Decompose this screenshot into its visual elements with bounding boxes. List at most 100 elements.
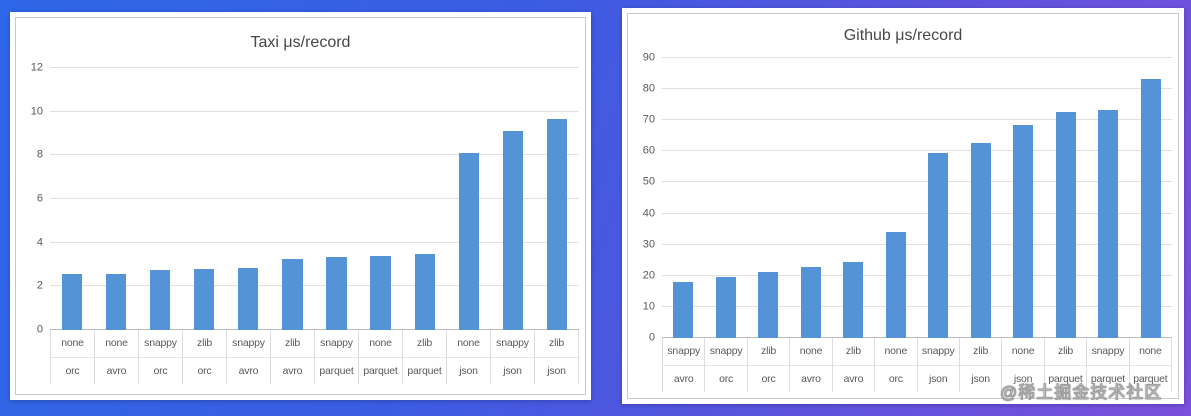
bar [715, 277, 736, 338]
bar-slot [1087, 58, 1130, 338]
bar [282, 259, 303, 330]
bar-slot [535, 68, 579, 330]
x-category-cell: none orc [50, 330, 95, 384]
x-label-format: avro [106, 364, 127, 377]
gridline [662, 243, 1172, 245]
x-label-format: avro [673, 372, 694, 385]
github-x-axis-spacer [628, 338, 662, 392]
x-label-compression: zlib [747, 338, 790, 366]
bar [546, 119, 568, 330]
x-category-cell: snappy json [491, 330, 535, 384]
bar [928, 153, 949, 338]
x-category-cell: zlib orc [183, 330, 227, 384]
y-tick-label: 70 [642, 113, 655, 126]
bar [414, 253, 435, 330]
bar-slot [1130, 58, 1173, 338]
bar-series [50, 68, 579, 330]
x-label-compression: zlib [403, 330, 446, 358]
x-category-cell: none parquet [359, 330, 403, 384]
x-label-compression: zlib [535, 330, 578, 358]
bar-slot [403, 68, 447, 330]
gridline [50, 67, 579, 68]
x-label-format: orc [153, 364, 168, 377]
bar-slot [138, 68, 182, 330]
y-tick-label: 90 [642, 51, 655, 64]
gridline [662, 274, 1172, 276]
bar-slot [875, 58, 918, 338]
github-x-axis: snappy avro snappy orc zlib orc none avro zlib av… [628, 338, 1178, 392]
github-y-axis: 0 10 20 30 40 50 60 70 80 90 [628, 52, 662, 343]
bar-slot [491, 68, 535, 330]
y-tick-label: 10 [30, 105, 43, 118]
bar [1140, 79, 1161, 338]
x-label-compression: zlib [271, 330, 314, 358]
taxi-x-axis-spacer [16, 330, 50, 384]
x-category-cell: none json [1002, 338, 1045, 392]
bar [970, 142, 991, 338]
bar-slot [50, 68, 94, 330]
x-label-compression: zlib [183, 330, 226, 358]
bar [61, 274, 83, 330]
x-category-cell: snappy json [917, 338, 960, 392]
y-tick-label: 80 [642, 82, 655, 95]
gridline [662, 150, 1172, 152]
x-category-cell: zlib json [959, 338, 1003, 392]
bar [758, 272, 779, 338]
y-tick-label: 6 [36, 192, 43, 205]
bar [1013, 124, 1034, 338]
x-label-compression: snappy [705, 338, 747, 366]
x-category-cell: zlib parquet [403, 330, 447, 384]
x-category-cell: snappy parquet [1087, 338, 1130, 392]
x-label-format: json [929, 372, 948, 385]
x-label-compression: none [95, 330, 138, 358]
x-label-compression: none [447, 330, 490, 358]
x-axis-line [50, 329, 579, 330]
x-label-compression: snappy [1087, 338, 1129, 366]
bar-slot [314, 68, 358, 330]
x-category-cell: zlib avro [832, 338, 876, 392]
gridline [662, 88, 1172, 90]
bar-slot [226, 68, 270, 330]
y-tick-label: 50 [642, 175, 655, 188]
gridline [662, 212, 1172, 214]
x-label-format: json [971, 372, 990, 385]
x-category-cell: snappy avro [662, 338, 706, 392]
bar-slot [960, 58, 1003, 338]
x-category-cell: snappy parquet [315, 330, 359, 384]
taxi-x-labels: none orc none avro snappy orc zlib orc snappy avr… [50, 330, 579, 384]
x-category-cell: zlib parquet [1044, 338, 1088, 392]
x-label-format: json [547, 364, 566, 377]
gridline [50, 285, 579, 287]
bar-slot [747, 58, 790, 338]
github-plot-area [662, 57, 1172, 338]
x-label-compression: none [51, 330, 94, 358]
bar [370, 255, 391, 330]
x-category-cell: none avro [790, 338, 833, 392]
x-label-format: json [503, 364, 522, 377]
x-label-format: json [1013, 372, 1033, 385]
gridline [662, 181, 1172, 183]
x-label-compression: snappy [491, 330, 534, 358]
x-label-format: parquet [1090, 372, 1126, 385]
gridline [50, 198, 579, 199]
bar [1055, 112, 1076, 338]
bar-slot [270, 68, 314, 330]
taxi-chart-frame: Taxi μs/record 0 2 4 6 8 10 12 none orc none avro… [15, 17, 586, 395]
x-label-format: parquet [363, 364, 398, 377]
bar-slot [832, 58, 875, 338]
bar-slot [1002, 58, 1045, 338]
taxi-x-axis: none orc none avro snappy orc zlib orc snappy avr… [16, 330, 585, 384]
bar-slot [705, 58, 748, 338]
bar-series [662, 58, 1172, 338]
y-tick-label: 0 [36, 323, 43, 336]
x-category-cell: none json [447, 330, 491, 384]
taxi-chart-panel: Taxi μs/record 0 2 4 6 8 10 12 none orc none avro… [10, 12, 591, 400]
bar [502, 131, 523, 330]
x-axis-line [662, 337, 1172, 338]
x-label-format: avro [801, 372, 821, 385]
github-chart-panel: Github μs/record 0 10 20 30 40 50 60 70 80 90 sna… [622, 8, 1184, 404]
x-label-format: orc [197, 364, 212, 377]
github-chart-frame: Github μs/record 0 10 20 30 40 50 60 70 80 90 sna… [627, 13, 1179, 399]
bar [105, 273, 127, 330]
